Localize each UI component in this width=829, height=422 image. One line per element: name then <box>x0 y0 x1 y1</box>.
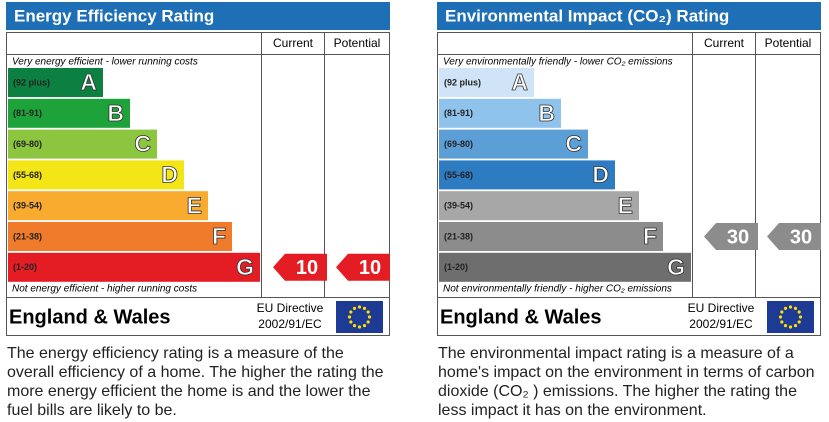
flag-star <box>778 315 783 319</box>
band-letter: D <box>592 161 609 187</box>
rating-band <box>8 98 130 128</box>
band-range: (39-54) <box>13 201 42 211</box>
band-range: (92 plus) <box>444 77 481 87</box>
flag-star <box>349 310 353 314</box>
band-letter: B <box>538 100 555 126</box>
rating-arrow <box>336 253 390 281</box>
panel-title: Energy Efficiency Rating <box>14 6 214 25</box>
rating-band <box>8 68 103 97</box>
rating-value: 10 <box>296 257 318 279</box>
rating-band <box>8 252 260 282</box>
rating-arrow <box>273 253 327 281</box>
flag-star <box>367 315 372 319</box>
band-letter: F <box>643 223 657 249</box>
band-letter: B <box>107 100 124 126</box>
flag-star <box>349 320 353 324</box>
column-header: Current <box>273 36 314 50</box>
flag-star <box>783 306 788 310</box>
rating-band <box>8 222 232 251</box>
band-letter: D <box>161 161 178 187</box>
directive: 2002/91/EC <box>689 317 753 331</box>
band-letter: G <box>236 254 254 280</box>
flag-star <box>780 320 784 324</box>
rating-band <box>439 222 663 251</box>
column-header: Current <box>704 36 745 50</box>
title-bar <box>6 2 390 30</box>
rating-arrow <box>767 223 821 250</box>
rating-value: 10 <box>359 257 381 279</box>
band-letter: C <box>134 131 151 157</box>
band-letter: A <box>511 69 528 95</box>
rating-band <box>8 129 157 159</box>
band-range: (1-20) <box>13 262 37 272</box>
band-letter: E <box>618 192 633 218</box>
band-range: (21-38) <box>13 231 42 241</box>
description: The energy efficiency rating is a measur… <box>7 345 384 419</box>
region: England & Wales <box>440 306 602 328</box>
flag-star <box>352 306 357 310</box>
flag-star <box>357 305 362 309</box>
band-letter: F <box>212 223 226 249</box>
band-range: (81-91) <box>444 108 473 118</box>
description: The environmental impact rating is a mea… <box>438 345 815 419</box>
region: England & Wales <box>9 306 171 328</box>
flag-star <box>362 306 367 310</box>
column-header: Potential <box>334 36 381 50</box>
top-note: Very energy efficient - lower running co… <box>12 57 198 68</box>
flag-star <box>793 306 798 310</box>
flag-star <box>788 325 793 329</box>
flag-star <box>347 315 352 319</box>
directive: 2002/91/EC <box>258 317 322 331</box>
flag-star <box>793 324 798 328</box>
rating-arrow <box>704 223 758 250</box>
flag-star <box>780 310 784 314</box>
band-range: (21-38) <box>444 231 473 241</box>
band-range: (39-54) <box>444 201 473 211</box>
band-range: (81-91) <box>13 108 42 118</box>
band-range: (92 plus) <box>13 77 50 87</box>
flag-star <box>797 320 801 324</box>
flag-star <box>357 325 362 329</box>
title-bar <box>437 2 821 30</box>
band-range: (1-20) <box>444 262 468 272</box>
top-note: Very environmentally friendly - lower CO… <box>443 57 673 68</box>
flag-star <box>788 305 793 309</box>
flag-star <box>366 320 370 324</box>
table-border <box>6 32 390 336</box>
flag-star <box>352 324 357 328</box>
band-letter: G <box>667 254 685 280</box>
directive: EU Directive <box>257 301 324 315</box>
rating-band <box>8 160 184 190</box>
rating-band <box>439 252 691 282</box>
bottom-note: Not energy efficient - higher running co… <box>12 284 197 295</box>
band-range: (55-68) <box>444 170 473 180</box>
rating-value: 30 <box>790 226 812 248</box>
panel-title: Environmental Impact (CO₂) Rating <box>445 6 729 25</box>
rating-band <box>439 191 639 221</box>
rating-band <box>439 68 534 97</box>
band-range: (69-80) <box>444 139 473 149</box>
rating-value: 30 <box>727 226 749 248</box>
flag-star <box>366 310 370 314</box>
column-header: Potential <box>765 36 812 50</box>
epc-graphics: Energy Efficiency Rating Current Potential… <box>6 2 821 336</box>
band-letter: A <box>80 69 97 95</box>
flag-star <box>362 324 367 328</box>
bottom-note: Not environmentally friendly - higher CO… <box>443 284 672 295</box>
band-letter: C <box>565 131 582 157</box>
flag-star <box>797 310 801 314</box>
flag-star <box>798 315 803 319</box>
directive: EU Directive <box>688 301 755 315</box>
rating-band <box>8 191 208 221</box>
band-range: (69-80) <box>13 139 42 149</box>
rating-band <box>439 129 588 159</box>
band-range: (55-68) <box>13 170 42 180</box>
table-border <box>437 32 821 336</box>
rating-band <box>439 98 561 128</box>
flag-star <box>783 324 788 328</box>
band-letter: E <box>187 192 202 218</box>
rating-band <box>439 160 615 190</box>
